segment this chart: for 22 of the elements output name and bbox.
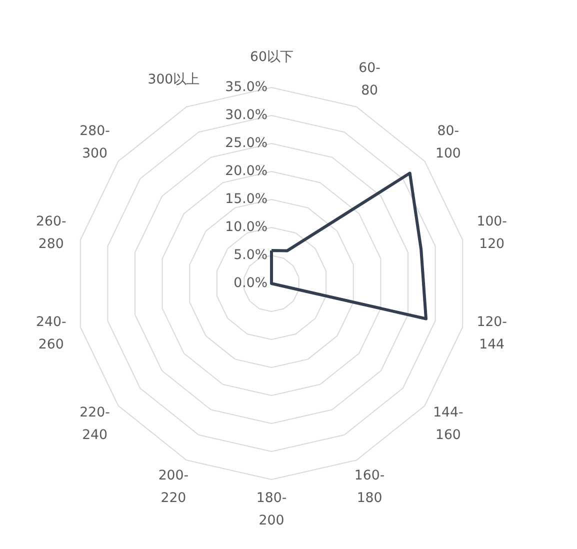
spoke-label: 120-144 xyxy=(476,315,508,353)
spoke-label: 300以上 xyxy=(148,72,200,88)
spoke-label: 160-180 xyxy=(354,468,385,506)
y-tick-label: 10.0% xyxy=(225,220,268,235)
y-tick-label: 25.0% xyxy=(225,136,268,151)
y-tick-label: 20.0% xyxy=(225,164,268,179)
spoke-label: 80-100 xyxy=(435,124,461,162)
spoke-label: 260-280 xyxy=(36,214,66,252)
spoke-label: 220-240 xyxy=(80,406,110,444)
spoke-label: 100-120 xyxy=(476,214,508,252)
spoke-label: 60-80 xyxy=(358,61,381,99)
spoke-label: 280-300 xyxy=(80,124,110,162)
spoke-label: 60以下 xyxy=(250,50,293,65)
spoke-label: 240-260 xyxy=(36,315,66,353)
spoke-label: 180-200 xyxy=(256,490,287,528)
spoke-label: 200-220 xyxy=(158,468,189,506)
y-tick-label: 35.0% xyxy=(225,80,268,95)
y-tick-label: 15.0% xyxy=(225,192,268,207)
y-tick-label: 5.0% xyxy=(234,248,268,263)
y-tick-label: 30.0% xyxy=(225,108,268,123)
spoke-label: 144-160 xyxy=(433,406,464,444)
y-tick-label: 0.0% xyxy=(234,276,268,291)
